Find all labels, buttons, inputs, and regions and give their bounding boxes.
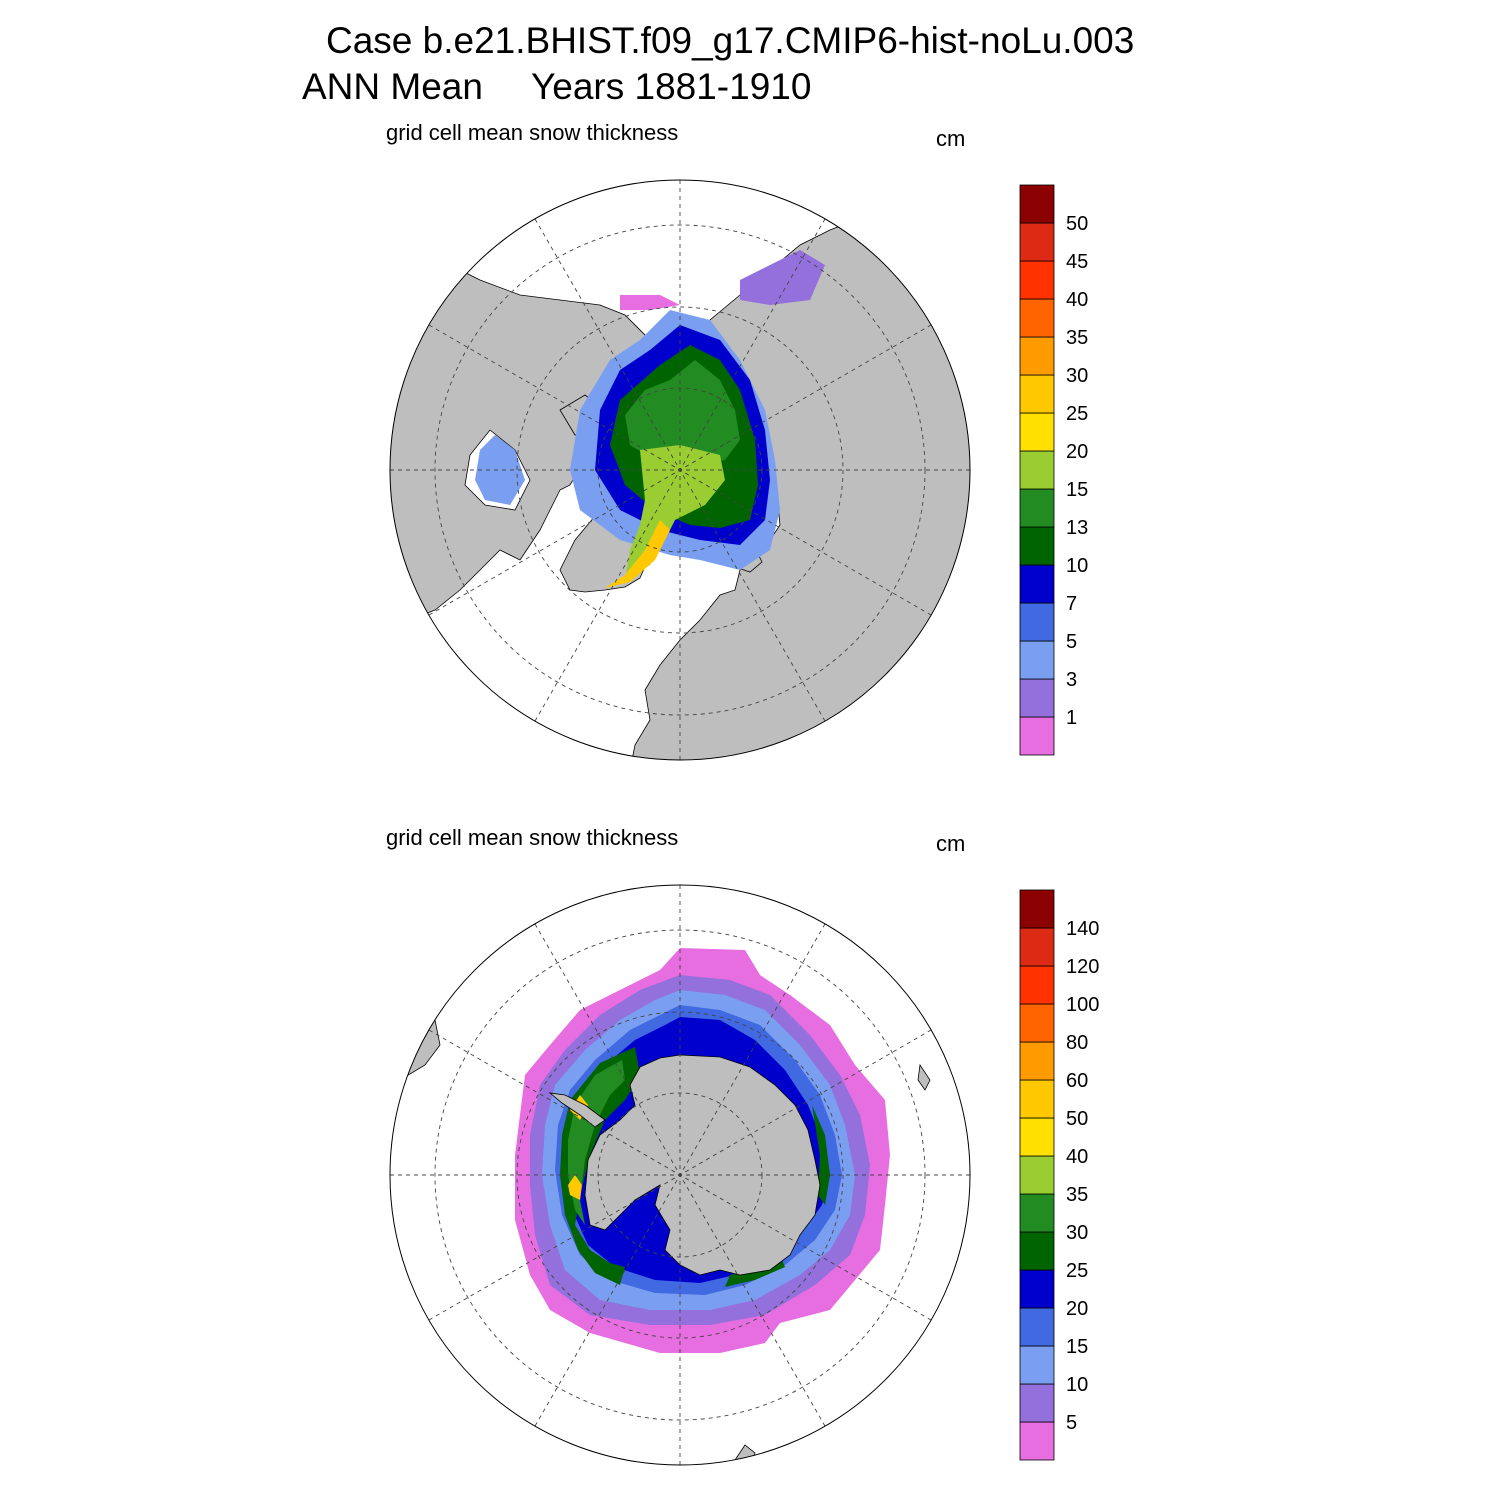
north-map-border bbox=[389, 179, 971, 761]
antarctic-peninsula bbox=[548, 1092, 606, 1128]
north-colorbar-label-3: 7 bbox=[1066, 593, 1077, 615]
south-graticule bbox=[390, 885, 970, 1465]
north-polar-map bbox=[389, 179, 971, 761]
north-colorbar-box-12 bbox=[1019, 260, 1055, 300]
north-colorbar-box-4 bbox=[1019, 564, 1055, 604]
south-colorbar-label-8: 50 bbox=[1066, 1108, 1088, 1130]
north-colorbar-box-1 bbox=[1019, 678, 1055, 718]
south-colorbar-label-13: 140 bbox=[1066, 918, 1099, 940]
south-colorbar-label-4: 25 bbox=[1066, 1260, 1088, 1282]
north-colorbar-box-3 bbox=[1019, 602, 1055, 642]
south-colorbar-box-3 bbox=[1019, 1307, 1055, 1347]
north-colorbar-box-6 bbox=[1019, 488, 1055, 528]
north-colorbar-box-7 bbox=[1019, 450, 1055, 490]
north-colorbar-label-2: 5 bbox=[1066, 631, 1077, 653]
south-colorbar-box-13 bbox=[1019, 927, 1055, 967]
south-colorbar-label-3: 20 bbox=[1066, 1298, 1088, 1320]
south-colorbar-label-10: 80 bbox=[1066, 1032, 1088, 1054]
south-colorbar-box-5 bbox=[1019, 1231, 1055, 1271]
south-colorbar-label-7: 40 bbox=[1066, 1146, 1088, 1168]
north-colorbar-label-1: 3 bbox=[1066, 669, 1077, 691]
south-colorbar-box-11 bbox=[1019, 1003, 1055, 1043]
north-colorbar-label-4: 10 bbox=[1066, 555, 1088, 577]
north-snow-band-13-15 bbox=[625, 360, 740, 465]
north-panel-title: grid cell mean snow thickness bbox=[386, 120, 679, 145]
south-colorbar-label-2: 15 bbox=[1066, 1336, 1088, 1358]
north-colorbar-box-2 bbox=[1019, 640, 1055, 680]
south-colorbar-label-6: 35 bbox=[1066, 1184, 1088, 1206]
north-graticule bbox=[390, 180, 970, 760]
south-colorbar-label-0: 5 bbox=[1066, 1412, 1077, 1434]
north-colorbar-box-14 bbox=[1019, 184, 1055, 224]
north-colorbar-label-5: 13 bbox=[1066, 517, 1088, 539]
south-colorbar-label-12: 120 bbox=[1066, 956, 1099, 978]
north-snow-band-1-3-okhotsk bbox=[740, 250, 825, 305]
south-colorbar-box-10 bbox=[1019, 1041, 1055, 1081]
south-snow-band-east bbox=[812, 1105, 830, 1205]
south-colorbar-label-1: 10 bbox=[1066, 1374, 1088, 1396]
south-colorbar-box-7 bbox=[1019, 1155, 1055, 1195]
north-colorbar-label-8: 25 bbox=[1066, 403, 1088, 425]
north-colorbar-box-8 bbox=[1019, 412, 1055, 452]
north-colorbar-label-12: 45 bbox=[1066, 251, 1088, 273]
north-snow-band-0-1-pacific bbox=[620, 295, 680, 310]
north-colorbar-label-9: 30 bbox=[1066, 365, 1088, 387]
south-colorbar-box-12 bbox=[1019, 965, 1055, 1005]
south-colorbar-box-8 bbox=[1019, 1117, 1055, 1157]
north-colorbar-label-0: 1 bbox=[1066, 707, 1077, 729]
north-unit-label: cm bbox=[936, 126, 966, 151]
south-colorbar: 5 10 15 20 25 30 35 40 50 60 80 100 120 140 bbox=[1019, 889, 1099, 1461]
africa-tip bbox=[917, 1063, 931, 1091]
north-colorbar-box-10 bbox=[1019, 336, 1055, 376]
north-colorbar-label-7: 20 bbox=[1066, 441, 1088, 463]
south-colorbar-box-6 bbox=[1019, 1193, 1055, 1233]
south-colorbar-label-5: 30 bbox=[1066, 1222, 1088, 1244]
years-label: Years 1881-1910 bbox=[530, 66, 812, 107]
north-colorbar-box-13 bbox=[1019, 222, 1055, 262]
south-colorbar-box-9 bbox=[1019, 1079, 1055, 1119]
period-title: ANN Mean Years 1881-1910 bbox=[302, 66, 811, 108]
south-colorbar-label-11: 100 bbox=[1066, 994, 1099, 1016]
south-colorbar-box-2 bbox=[1019, 1345, 1055, 1385]
north-snow-band-25-30 bbox=[605, 520, 670, 588]
case-title: Case b.e21.BHIST.f09_g17.CMIP6-hist-noLu… bbox=[326, 20, 1135, 61]
mean-label: ANN Mean bbox=[302, 66, 483, 107]
north-colorbar-box-5 bbox=[1019, 526, 1055, 566]
north-colorbar-box-9 bbox=[1019, 374, 1055, 414]
south-unit-label: cm bbox=[936, 831, 966, 856]
south-colorbar-box-0 bbox=[1019, 1421, 1055, 1461]
north-colorbar-label-11: 40 bbox=[1066, 289, 1088, 311]
north-colorbar-label-13: 50 bbox=[1066, 213, 1088, 235]
north-colorbar-box-0 bbox=[1019, 716, 1055, 756]
south-colorbar-box-1 bbox=[1019, 1383, 1055, 1423]
north-snow-field bbox=[475, 250, 825, 588]
south-panel-title: grid cell mean snow thickness bbox=[386, 825, 679, 850]
south-colorbar-box-14 bbox=[1019, 889, 1055, 929]
south-polar-map bbox=[389, 884, 971, 1466]
north-snow-band-hudson bbox=[475, 435, 525, 505]
north-colorbar-box-11 bbox=[1019, 298, 1055, 338]
north-colorbar-label-6: 15 bbox=[1066, 479, 1088, 501]
south-map-border bbox=[389, 884, 971, 1466]
south-colorbar-label-9: 60 bbox=[1066, 1070, 1088, 1092]
north-colorbar-label-10: 35 bbox=[1066, 327, 1088, 349]
antarctica-land bbox=[584, 1054, 821, 1276]
south-colorbar-box-4 bbox=[1019, 1269, 1055, 1309]
